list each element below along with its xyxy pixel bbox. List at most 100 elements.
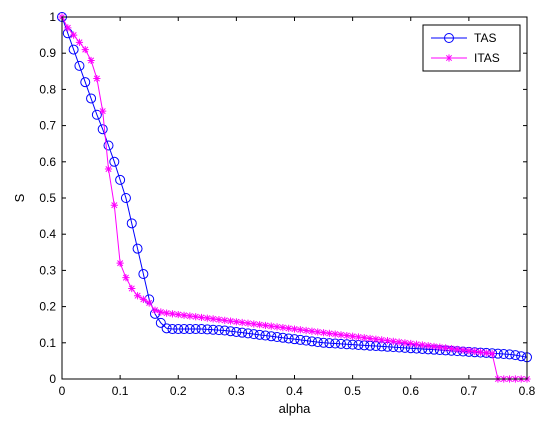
x-tick-label: 0.8 (519, 384, 536, 398)
series-tas-point (120, 193, 131, 203)
series-tas-point (295, 334, 306, 345)
series-tas-point (190, 324, 201, 335)
series-tas-point (86, 93, 97, 104)
series-itas-point (244, 319, 252, 327)
series-tas-point (97, 124, 108, 135)
legend-label: ITAS (474, 51, 500, 65)
y-tick-label: 0.5 (39, 191, 56, 205)
x-tick-label: 0.6 (402, 384, 419, 398)
series-itas-point (232, 318, 240, 326)
series-tas-point (510, 350, 521, 361)
y-tick-label: 0.6 (39, 155, 56, 169)
series-tas-point (161, 323, 172, 334)
ticks-layer: 0 0.1 0.2 0.3 0.4 0.5 0.6 0.7 0.8 0 0.1 0.2 0.3 0.4 0.… (39, 10, 535, 398)
series-itas-point (221, 316, 229, 324)
x-tick-label: 0.4 (286, 384, 303, 398)
series-tas-point (312, 337, 323, 348)
series-itas-point (256, 321, 264, 329)
series-tas-point (347, 339, 358, 350)
series-itas-point (471, 347, 479, 356)
series-itas-point (308, 327, 316, 335)
x-tick-label: 0.3 (228, 384, 245, 398)
series-tas-point (283, 333, 294, 344)
series-itas-point (250, 320, 258, 328)
series-tas-point (289, 334, 300, 345)
series-itas-point (285, 324, 293, 332)
series-tas-point (196, 324, 207, 335)
series-tas-point (306, 336, 317, 347)
series-itas-point (168, 310, 177, 318)
series-itas-point (151, 306, 159, 314)
series-itas-point (157, 308, 165, 316)
series-tas-point (277, 332, 288, 343)
series-tas-point (324, 338, 335, 349)
series-itas-point (424, 342, 432, 350)
series-tas-point (91, 109, 102, 120)
series-tas-point (231, 326, 242, 337)
series-tas-point (213, 325, 224, 336)
series-itas-point (226, 317, 235, 325)
legend-label: TAS (474, 31, 496, 45)
series-tas-point (272, 332, 283, 343)
series-itas-point (314, 328, 322, 336)
x-tick-label: 0 (59, 384, 66, 398)
series-itas-point (174, 310, 182, 319)
series-itas-point (482, 349, 490, 357)
series-itas-point (122, 274, 130, 282)
series-tas-point (301, 335, 312, 346)
series-tas-point (80, 77, 91, 88)
series-itas-point (378, 336, 386, 344)
series-itas-point (163, 309, 171, 317)
x-tick-label: 0.1 (112, 384, 129, 398)
series-itas-point (412, 340, 421, 348)
plot-area (62, 17, 527, 379)
series-tas-point (219, 325, 230, 336)
x-tick-label: 0.5 (344, 384, 361, 398)
series-itas-point (337, 331, 345, 339)
series-itas-point (354, 333, 363, 341)
series-itas-point (110, 201, 118, 209)
series-itas-point (372, 335, 380, 343)
series-itas-point (99, 107, 107, 115)
series-tas-point (330, 338, 341, 349)
y-tick-label: 0.1 (39, 336, 56, 350)
series-tas-point (318, 337, 329, 348)
series-itas-point (261, 321, 270, 330)
series-itas-point (104, 165, 113, 173)
series-itas-point (349, 332, 357, 340)
series-itas-point (197, 313, 206, 322)
x-tick-label: 0.2 (170, 384, 187, 398)
series-itas-point (488, 350, 496, 358)
series-tas-point (248, 329, 259, 340)
series-tas-point (167, 324, 178, 335)
series-itas-point (93, 74, 101, 83)
series-itas-point (64, 24, 72, 32)
series-tas-point (516, 351, 527, 362)
series-itas-point (366, 334, 374, 343)
series-tas-point (336, 338, 346, 349)
series-tas-point (341, 339, 352, 350)
series-itas-point (383, 337, 392, 345)
series-itas-point (116, 259, 124, 267)
series-itas-point (325, 329, 333, 337)
y-tick-label: 0.9 (39, 46, 56, 60)
series-itas-point (128, 284, 136, 293)
series-itas-point (331, 330, 339, 338)
y-tick-label: 0.2 (39, 300, 56, 314)
series-tas-point (504, 349, 515, 360)
series-tas-point (243, 328, 253, 339)
series-itas-point (215, 316, 223, 324)
series-itas-point (389, 337, 397, 345)
y-axis-label: S (12, 193, 27, 202)
series-itas-point (70, 31, 78, 39)
series-itas-point (401, 339, 409, 347)
series-itas-point (476, 348, 485, 356)
series-tas-point (208, 324, 219, 335)
series-itas-point (139, 295, 147, 303)
series-tas-point (155, 317, 166, 328)
series-itas-point (442, 344, 450, 352)
series-tas-point (237, 327, 248, 338)
series-itas-point (465, 347, 473, 355)
x-axis-label: alpha (279, 401, 312, 416)
